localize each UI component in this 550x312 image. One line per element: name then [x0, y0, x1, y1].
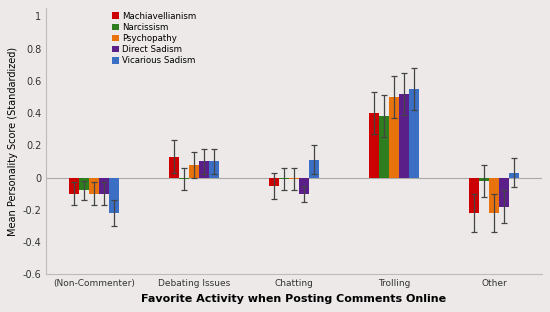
Bar [69, 178, 79, 194]
Bar [199, 161, 209, 178]
X-axis label: Favorite Activity when Posting Comments Online: Favorite Activity when Posting Comments … [141, 294, 447, 304]
Y-axis label: Mean Personality Score (Standardized): Mean Personality Score (Standardized) [8, 47, 18, 236]
Bar [289, 178, 299, 179]
Bar [169, 157, 179, 178]
Bar [379, 116, 389, 178]
Bar [499, 178, 509, 207]
Bar [209, 161, 219, 178]
Bar [109, 178, 119, 213]
Bar [489, 178, 499, 213]
Bar [179, 178, 189, 179]
Bar [369, 113, 379, 178]
Bar [299, 178, 309, 194]
Bar [269, 178, 279, 186]
Bar [189, 165, 199, 178]
Bar [99, 178, 109, 194]
Bar [279, 178, 289, 179]
Bar [469, 178, 479, 213]
Bar [309, 160, 319, 178]
Legend: Machiavellianism, Narcissism, Psychopathy, Direct Sadism, Vicarious Sadism: Machiavellianism, Narcissism, Psychopath… [110, 10, 198, 67]
Bar [89, 178, 99, 194]
Bar [509, 173, 519, 178]
Bar [479, 178, 489, 181]
Bar [79, 178, 89, 190]
Bar [409, 89, 419, 178]
Bar [399, 94, 409, 178]
Bar [389, 97, 399, 178]
